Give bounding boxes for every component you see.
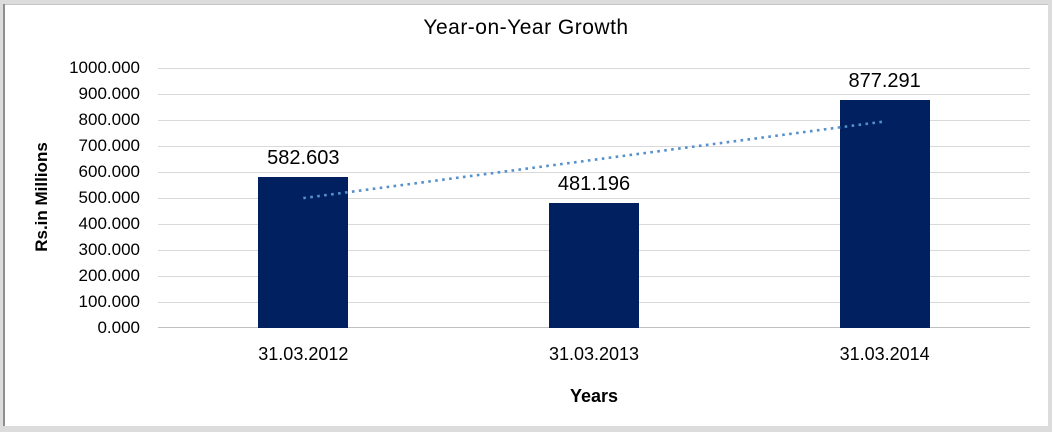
y-tick-label: 0.000 <box>97 318 140 337</box>
gridline <box>158 120 1030 121</box>
frame-right <box>1048 0 1052 432</box>
frame-bottom <box>0 426 1052 432</box>
y-tick-label: 700.000 <box>78 136 140 155</box>
frame-left-line <box>3 4 5 426</box>
y-tick-label: 600.000 <box>78 162 140 181</box>
bar <box>839 99 930 328</box>
x-tick-label: 31.03.2013 <box>548 344 640 364</box>
frame-top <box>0 0 1052 4</box>
x-axis-title: Years <box>569 386 619 406</box>
gridline <box>158 172 1030 173</box>
y-tick-label: 100.000 <box>78 292 140 311</box>
gridline <box>158 146 1030 147</box>
y-tick-label: 900.000 <box>78 84 140 103</box>
x-tick-label: 31.03.2012 <box>258 344 349 364</box>
gridline <box>158 68 1030 69</box>
trendline <box>303 120 885 200</box>
gridline <box>158 94 1030 95</box>
bar <box>258 176 349 328</box>
frame-top-line <box>5 4 1048 5</box>
chart-title: Year-on-Year Growth <box>423 16 629 39</box>
y-tick-label: 200.000 <box>78 266 140 285</box>
plot-area: 582.603 481.196 877.291 <box>158 68 1030 328</box>
x-tick-label: 31.03.2014 <box>839 344 930 364</box>
gridline <box>158 198 1030 199</box>
y-tick-label: 800.000 <box>78 110 140 129</box>
y-tick-label: 400.000 <box>78 214 140 233</box>
bar-value-label: 582.603 <box>267 146 340 169</box>
bar-value-label: 877.291 <box>848 69 921 92</box>
y-tick-label: 500.000 <box>78 188 140 207</box>
frame-left <box>0 0 3 432</box>
bar-value-label: 481.196 <box>557 172 631 195</box>
y-tick-label: 1000.000 <box>69 58 140 77</box>
y-tick-label: 300.000 <box>78 240 140 259</box>
bar <box>549 202 639 328</box>
